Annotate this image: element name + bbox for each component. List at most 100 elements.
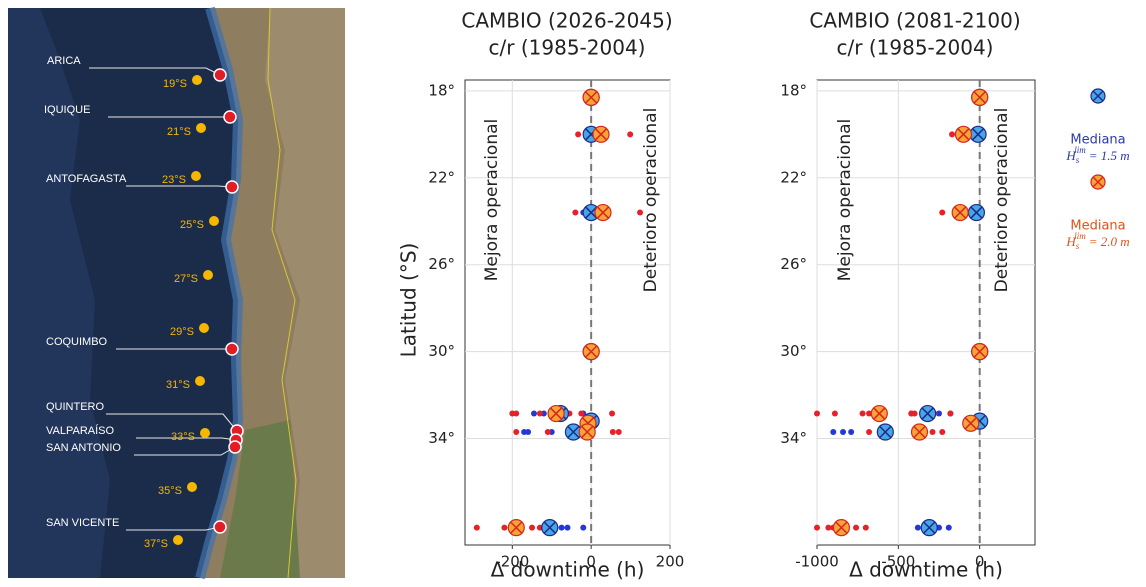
port-label: SAN ANTONIO xyxy=(46,442,121,454)
median-marker xyxy=(578,423,596,441)
data-point xyxy=(814,410,820,417)
x-tick-label: 200 xyxy=(656,553,685,571)
marker-cross xyxy=(594,128,608,141)
y-tick-label: 30° xyxy=(780,342,807,360)
data-point xyxy=(615,429,622,436)
data-point xyxy=(945,524,952,531)
port-label: IQUIQUE xyxy=(44,104,90,116)
data-point xyxy=(862,524,869,531)
legend-formula: Hslim = 2.0 m xyxy=(1065,231,1129,251)
leader-line xyxy=(106,413,238,432)
data-point xyxy=(536,410,543,417)
port-marker xyxy=(225,342,239,356)
median-marker xyxy=(919,404,937,423)
data-point xyxy=(637,209,644,216)
x-tick-label: -1000 xyxy=(795,553,839,571)
marker-cross xyxy=(550,407,563,420)
data-point xyxy=(501,524,508,531)
chart-subtitle: c/r (1985-2004) xyxy=(489,36,646,60)
latitude-label: 31°S xyxy=(166,379,190,391)
x-axis-label: Δ downtime (h) xyxy=(849,558,1003,582)
median-marker xyxy=(547,404,565,423)
data-point xyxy=(939,429,946,436)
median-marker xyxy=(582,203,600,222)
median-marker xyxy=(971,343,989,361)
marker-cross xyxy=(954,206,967,219)
annotation: Deterioro operacional xyxy=(641,108,661,293)
data-point xyxy=(814,524,820,531)
port-marker xyxy=(225,180,239,194)
port-marker xyxy=(223,110,237,124)
median-marker xyxy=(910,423,929,441)
deep-ocean xyxy=(8,8,110,578)
median-marker xyxy=(967,203,986,222)
formula-rest: = 2.0 m xyxy=(1089,234,1130,249)
legend-label: Mediana xyxy=(1070,219,1125,234)
x-tick-label: 0 xyxy=(586,553,596,571)
median-marker xyxy=(962,414,980,432)
port-label: QUINTERO xyxy=(46,401,105,413)
marker-cross xyxy=(913,425,926,439)
formula-base: H xyxy=(1065,234,1076,249)
y-tick-label: 34° xyxy=(780,429,807,447)
median-marker xyxy=(582,343,600,361)
data-point xyxy=(947,410,954,417)
data-point xyxy=(859,410,866,417)
data-point xyxy=(473,524,480,531)
marker-cross xyxy=(585,91,598,104)
chart-subtitle: c/r (1985-2004) xyxy=(837,36,994,60)
y-tick-label: 34° xyxy=(428,429,455,447)
latitude-marker xyxy=(195,376,205,386)
data-point xyxy=(831,410,838,417)
marker-cross xyxy=(921,407,934,420)
marker-cross xyxy=(596,206,610,219)
data-point xyxy=(564,524,571,531)
vegetation xyxy=(220,420,300,578)
andes xyxy=(265,8,345,578)
port-label: ANTOFAGASTA xyxy=(46,173,127,185)
marker-cross xyxy=(964,417,977,430)
marker-cross xyxy=(585,345,598,358)
marker-cross xyxy=(510,521,523,534)
legend-formula: Hslim = 1.5 m xyxy=(1065,145,1129,165)
annotation: Deterioro operacional xyxy=(992,108,1012,293)
latitude-marker xyxy=(191,171,201,181)
median-marker xyxy=(541,519,559,537)
data-point xyxy=(825,524,832,531)
latitude-label: 25°S xyxy=(180,219,204,231)
median-marker xyxy=(594,203,612,222)
x-tick-label: -200 xyxy=(495,553,529,571)
latitude-label: 29°S xyxy=(170,326,194,338)
marker-cross xyxy=(973,91,986,104)
port-marker xyxy=(213,68,227,82)
latitude-label: 19°S xyxy=(163,78,187,90)
median-marker xyxy=(870,404,888,423)
formula-sub: s xyxy=(1076,241,1080,251)
data-point xyxy=(530,410,537,417)
data-point xyxy=(848,429,855,436)
data-point xyxy=(529,524,536,531)
median-marker xyxy=(920,519,938,537)
latitude-marker xyxy=(187,482,197,492)
formula-base: H xyxy=(1065,148,1076,163)
data-point xyxy=(840,429,847,436)
map: ARICA IQUIQUE ANTOFAGASTA COQUIMBO QUINTERO V… xyxy=(8,6,345,580)
border xyxy=(267,7,297,579)
x-tick-label: -500 xyxy=(881,553,915,571)
median-marker xyxy=(971,88,989,106)
y-tick-label: 30° xyxy=(428,342,455,360)
median-marker xyxy=(954,125,973,143)
annotation: Mejora operacional xyxy=(835,119,855,282)
latitude-marker xyxy=(203,270,213,280)
port-label: VALPARAÍSO xyxy=(46,424,115,437)
chart: 18° 22° 26° 30° 34° -200 0 200 CAMBIO (2026-2045… xyxy=(397,9,685,582)
data-point xyxy=(830,429,837,436)
latitude-marker xyxy=(200,428,210,438)
y-tick-label: 22° xyxy=(780,168,807,186)
median-marker xyxy=(832,519,851,537)
legend-label: Mediana xyxy=(1070,133,1125,148)
y-tick-label: 26° xyxy=(428,255,455,273)
latitude-label: 35°S xyxy=(158,485,182,497)
data-point xyxy=(609,429,616,436)
